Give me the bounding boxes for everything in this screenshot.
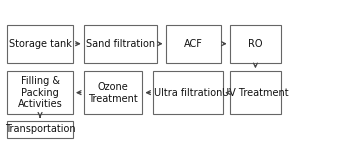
FancyBboxPatch shape bbox=[84, 71, 142, 114]
Text: Filling &
Packing
Activities: Filling & Packing Activities bbox=[18, 76, 62, 109]
FancyBboxPatch shape bbox=[7, 121, 73, 138]
Text: Storage tank: Storage tank bbox=[9, 39, 72, 49]
Text: Sand filtration: Sand filtration bbox=[85, 39, 155, 49]
Text: ACF: ACF bbox=[184, 39, 203, 49]
FancyBboxPatch shape bbox=[7, 71, 73, 114]
FancyBboxPatch shape bbox=[153, 71, 222, 114]
Text: RO: RO bbox=[248, 39, 263, 49]
Text: Transportation: Transportation bbox=[5, 124, 75, 134]
FancyBboxPatch shape bbox=[230, 25, 281, 63]
Text: UV Treatment: UV Treatment bbox=[222, 88, 289, 98]
FancyBboxPatch shape bbox=[166, 25, 221, 63]
FancyBboxPatch shape bbox=[84, 25, 157, 63]
FancyBboxPatch shape bbox=[230, 71, 281, 114]
Text: Ultra filtration: Ultra filtration bbox=[153, 88, 222, 98]
Text: Ozone
Treatment: Ozone Treatment bbox=[88, 82, 138, 103]
FancyBboxPatch shape bbox=[7, 25, 73, 63]
